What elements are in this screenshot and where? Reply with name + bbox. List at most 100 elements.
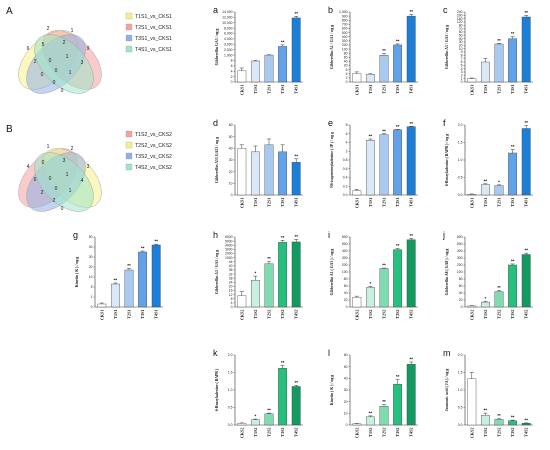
- significance-marker: **: [409, 233, 413, 238]
- y-tick-label: 0.5: [458, 176, 463, 180]
- y-tick-label: 12: [229, 293, 233, 297]
- y-tick-label: 1: [461, 77, 463, 81]
- bar: [467, 305, 477, 308]
- y-tick-label: 600: [342, 27, 348, 31]
- bar-chart-m: m Jasmonic acid ( JA ) / ng g 0.0 0.5 1.0 1.5…: [443, 348, 533, 438]
- x-tick-label: T3S1: [280, 85, 285, 94]
- bar: [291, 241, 301, 308]
- bar: [521, 254, 531, 308]
- x-tick-label: T2S1: [497, 85, 502, 94]
- x-tick-label: T3S1: [510, 198, 515, 207]
- legend-swatch: [125, 163, 133, 171]
- x-tick-label: T2S1: [127, 310, 132, 319]
- significance-marker: **: [267, 256, 271, 261]
- y-tick-label: 20: [89, 265, 93, 269]
- y-tick-label: 200: [457, 263, 463, 267]
- venn-count: 0: [55, 68, 58, 74]
- legend-label: T4S1_vs_CKS1: [135, 47, 172, 53]
- x-tick-label: T2S1: [267, 198, 272, 207]
- bar-chart-l: l Kinetin ( K ) / ng g 0 10 20 30 40 50 60 CKS2 **…: [328, 348, 418, 438]
- y-tick-label: 0.0: [228, 423, 233, 427]
- significance-marker: **: [511, 31, 515, 36]
- bar: [264, 263, 274, 308]
- significance-marker: **: [511, 415, 515, 420]
- significance-marker: **: [294, 380, 298, 385]
- legend-swatch: [125, 34, 133, 42]
- y-tick-label: 2.0: [458, 353, 463, 357]
- y-tick-label: 0.6: [343, 167, 348, 171]
- y-tick-label: 60: [459, 30, 463, 34]
- x-tick-label: CKS2: [239, 428, 244, 439]
- y-tick-label: 40: [89, 245, 93, 249]
- y-tick-label: 50: [229, 135, 233, 139]
- bar: [467, 378, 477, 426]
- y-tick-label: 1000: [225, 256, 233, 260]
- y-tick-label: 500: [342, 31, 348, 35]
- y-tick-label: 10: [344, 412, 348, 416]
- y-tick-label: 6: [461, 60, 463, 64]
- legend-label: T3S2_vs_CKS2: [135, 154, 172, 160]
- panel-letter: i: [328, 230, 330, 240]
- significance-marker: **: [369, 134, 373, 139]
- y-tick-label: 6,000: [224, 32, 233, 36]
- y-tick-label: 60: [459, 284, 463, 288]
- x-tick-label: T3S2: [395, 428, 400, 437]
- bar-chart-i: i Gibberellin A1 ( GA1 ) / ng g 0 20 40 60 80 1…: [328, 230, 418, 320]
- x-tick-label: CKS2: [354, 428, 359, 439]
- x-tick-label: T1S1: [113, 310, 118, 319]
- significance-marker: *: [255, 271, 257, 276]
- bar: [406, 15, 416, 83]
- y-tick-label: 300: [342, 39, 348, 43]
- y-tick-label: 8: [461, 54, 463, 58]
- y-tick-label: 2: [346, 76, 348, 80]
- y-tick-label: 0.8: [343, 158, 348, 162]
- y-tick-label: 2000: [225, 252, 233, 256]
- significance-marker: **: [114, 278, 118, 283]
- y-tick-label: 1.0: [458, 158, 463, 162]
- x-tick-label: T3S2: [395, 310, 400, 319]
- venn-count: 0: [61, 206, 64, 212]
- y-tick-label: 6: [346, 68, 348, 72]
- y-tick-label: 0.0: [458, 193, 463, 197]
- venn-count: 0: [61, 88, 64, 94]
- y-tick-label: 30: [89, 255, 93, 259]
- bar-chart-c: c Gibberellin A3 / GA3 / ng g 012345678910…: [443, 5, 533, 95]
- bar: [480, 301, 490, 308]
- bar: [393, 129, 403, 196]
- y-tick-label: 60: [344, 55, 348, 59]
- y-tick-label: 0: [231, 80, 233, 84]
- significance-marker: **: [511, 144, 515, 149]
- y-tick-label: 600: [342, 235, 348, 239]
- venn-set-4: [34, 152, 94, 212]
- venn-count: 0: [53, 80, 56, 86]
- y-tick-label: 4: [346, 141, 348, 145]
- x-tick-label: T1S2: [483, 428, 488, 437]
- significance-marker: *: [498, 179, 500, 184]
- bar: [291, 162, 301, 196]
- bar: [467, 78, 477, 83]
- bar: [352, 296, 362, 308]
- bar: [365, 140, 375, 196]
- panel-letter: k: [213, 348, 218, 358]
- x-tick-label: CKS2: [469, 310, 474, 321]
- venn-set-4: [34, 34, 94, 94]
- y-tick-label: 0.2: [343, 184, 348, 188]
- bar: [250, 60, 260, 83]
- y-tick-label: 6: [346, 132, 348, 136]
- bar: [151, 244, 161, 308]
- significance-marker: **: [141, 246, 145, 251]
- x-tick-label: T1S1: [253, 85, 258, 94]
- venn-count: 1: [47, 144, 50, 150]
- bar: [480, 61, 490, 83]
- y-tick-label: 1.5: [458, 371, 463, 375]
- legend-label: T2S1_vs_CKS1: [135, 25, 172, 31]
- bar: [110, 283, 120, 308]
- panel-letter: g: [73, 230, 78, 240]
- x-tick-label: T4S2: [524, 310, 529, 319]
- bar-chart-k: k 6-Benzyladenine ( BAPR ) 0.0 0.5 1.0 1.5 2.0…: [213, 348, 303, 438]
- venn-count: 1: [66, 54, 69, 60]
- bar: [365, 416, 375, 426]
- y-tick-label: 1.5: [458, 141, 463, 145]
